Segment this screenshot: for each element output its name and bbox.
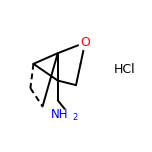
Text: O: O bbox=[80, 36, 90, 49]
Text: 2: 2 bbox=[73, 113, 78, 122]
Text: NH: NH bbox=[51, 108, 68, 121]
Text: HCl: HCl bbox=[114, 63, 135, 76]
